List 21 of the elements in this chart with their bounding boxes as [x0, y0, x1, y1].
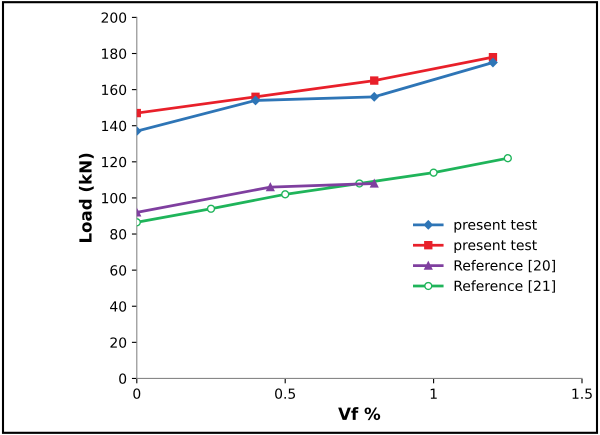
y-tick-label: 0: [119, 373, 126, 384]
legend-label: present test: [454, 220, 537, 233]
x-tick-label: 0.5: [275, 388, 296, 399]
x-axis-title: Vf %: [338, 407, 380, 420]
x-tick-label: 1.5: [572, 388, 592, 399]
x-tick-label: 1: [430, 388, 437, 399]
legend-label: present test: [454, 240, 537, 253]
legend-label: Reference [21]: [454, 280, 555, 293]
y-tick-label: 80: [110, 229, 126, 240]
y-tick-label: 60: [110, 265, 126, 276]
y-axis-title: Load (kN): [78, 154, 94, 242]
y-tick-label: 120: [102, 156, 126, 168]
y-tick-label: 180: [102, 48, 126, 59]
legend-label: Reference [20]: [454, 260, 555, 272]
x-tick-label: 0: [133, 388, 140, 399]
y-tick-label: 160: [102, 84, 126, 96]
y-tick-label: 20: [110, 337, 126, 348]
y-tick-label: 140: [102, 120, 126, 132]
y-tick-label: 200: [102, 12, 126, 23]
y-tick-label: 40: [110, 301, 126, 312]
y-tick-label: 100: [102, 192, 126, 204]
